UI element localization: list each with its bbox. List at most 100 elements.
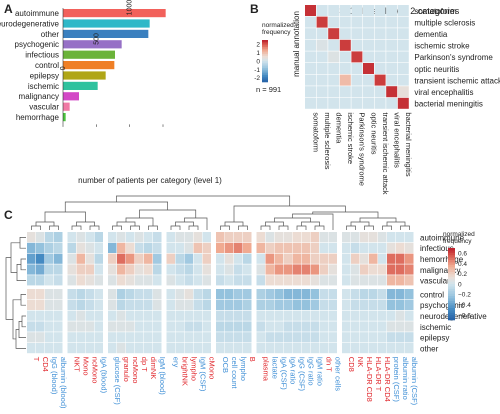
heatmap-c-cell — [153, 289, 162, 300]
heatmap-c-cell — [67, 232, 76, 243]
heatmap-c-cell — [378, 289, 387, 300]
heatmap-b-row-labels: somatoform multiple sclerosis dementia isch… — [414, 7, 500, 109]
heatmap-b-cell — [339, 86, 351, 98]
heatmap-b-cell — [316, 74, 328, 86]
heatmap-c-column-label: cMono — [208, 357, 217, 380]
heatmap-c-column-label: NKT — [73, 357, 82, 372]
heatmap-c-cell — [396, 321, 405, 332]
heatmap-c-cell — [175, 299, 184, 310]
heatmap-c-cell — [126, 232, 135, 243]
heatmap-c-cell — [166, 321, 175, 332]
heatmap-c-cell — [193, 332, 202, 343]
heatmap-c-cell — [144, 321, 153, 332]
colorbar-segment — [448, 312, 455, 316]
heatmap-c-cell — [85, 242, 94, 253]
heatmap-b-column-label: dementia — [335, 112, 344, 144]
heatmap-b-cell — [351, 51, 363, 63]
heatmap-b-cell — [339, 97, 351, 109]
heatmap-c-cell — [175, 321, 184, 332]
heatmap-c-row-label: autoimmune — [420, 233, 465, 242]
heatmap-c-cell — [216, 343, 225, 354]
x-tick-label: 0 — [60, 66, 67, 70]
heatmap-c-cell — [216, 232, 225, 243]
dendrogram-branch — [359, 217, 397, 222]
bar-category-label: psychogenic — [15, 40, 59, 49]
heatmap-c-cell — [274, 275, 283, 286]
heatmap-c-cell — [94, 232, 103, 243]
bar-category-label: hemorrhage — [16, 113, 60, 122]
heatmap-c-column-label: HLA-DR T — [374, 357, 383, 392]
heatmap-c-cell — [328, 289, 337, 300]
heatmap-c-cell — [108, 299, 117, 310]
heatmap-c-cell — [396, 232, 405, 243]
dendrogram-branch — [350, 221, 370, 226]
heatmap-c-cell — [175, 242, 184, 253]
heatmap-c-cell — [301, 253, 310, 264]
heatmap-c-cell — [184, 232, 193, 243]
heatmap-b-cell — [386, 5, 398, 16]
heatmap-c-cell — [85, 321, 94, 332]
heatmap-b-cell — [351, 86, 363, 98]
colorbar-segment — [448, 252, 455, 256]
heatmap-b-cell — [363, 5, 374, 16]
dendrogram-branch — [260, 225, 271, 230]
colorbar-segment — [262, 50, 268, 53]
heatmap-b-cell — [386, 63, 398, 74]
heatmap-c-cell — [126, 343, 135, 354]
heatmap-c-column-label: CD4 — [41, 357, 50, 372]
heatmap-c-cell — [76, 299, 85, 310]
heatmap-c-cell — [283, 299, 292, 310]
heatmap-b-cell — [316, 63, 328, 74]
heatmap-b-cell — [363, 97, 374, 109]
heatmap-c-cell — [301, 242, 310, 253]
colorbar-segment — [448, 272, 455, 275]
colorbar-segment — [448, 317, 455, 321]
colorbar-segment — [262, 48, 268, 51]
heatmap-c-cell — [144, 232, 153, 243]
heatmap-c-cell — [144, 242, 153, 253]
heatmap-c-column-label: IgA (CSF) — [280, 357, 289, 390]
heatmap-c-cell — [234, 264, 243, 275]
heatmap-c-cell — [283, 232, 292, 243]
heatmap-c-cell — [36, 264, 45, 275]
heatmap-c-cell — [54, 232, 63, 243]
heatmap-c-cell — [256, 310, 265, 321]
heatmap-c-cell — [328, 232, 337, 243]
heatmap-c-cell — [54, 253, 63, 264]
heatmap-c-cell — [135, 299, 144, 310]
heatmap-c-cell — [27, 264, 36, 275]
heatmap-c-cell — [265, 275, 274, 286]
row-dendrogram-branch — [20, 258, 26, 271]
heatmap-c-cell — [256, 275, 265, 286]
heatmap-c-cell — [360, 242, 369, 253]
colorbar-segment — [448, 260, 455, 263]
bar — [63, 92, 79, 101]
heatmap-c-cell — [45, 232, 54, 243]
heatmap-c-column-label: glucose (CSF) — [113, 357, 122, 405]
colorbar-segment — [262, 52, 268, 55]
heatmap-b-cell — [328, 97, 340, 109]
heatmap-c-cell — [175, 289, 184, 300]
heatmap-c-cell — [328, 310, 337, 321]
heatmap-c-cell — [216, 275, 225, 286]
dendrogram-branch — [188, 225, 199, 230]
heatmap-c-column-label: OCB — [221, 357, 230, 373]
heatmap-c-cell — [108, 321, 117, 332]
colorbar-segment — [448, 274, 455, 278]
heatmap-c-cell — [166, 253, 175, 264]
heatmap-c-cell — [378, 242, 387, 253]
heatmap-c-cell — [184, 299, 193, 310]
heatmap-c-cell — [243, 299, 252, 310]
heatmap-c-cell — [310, 310, 319, 321]
colorbar-segment — [262, 40, 268, 43]
heatmap-c-cell — [54, 343, 63, 354]
heatmap-c-cell — [351, 321, 360, 332]
heatmap-c-cell — [319, 232, 328, 243]
bar — [63, 19, 150, 28]
heatmap-c-cell — [202, 289, 211, 300]
heatmap-c-cell — [193, 321, 202, 332]
heatmap-c-cell — [292, 289, 301, 300]
colorbar-tick-label: -1 — [254, 67, 260, 74]
heatmap-b-cell — [374, 51, 386, 63]
heatmap-c-cell — [342, 332, 351, 343]
